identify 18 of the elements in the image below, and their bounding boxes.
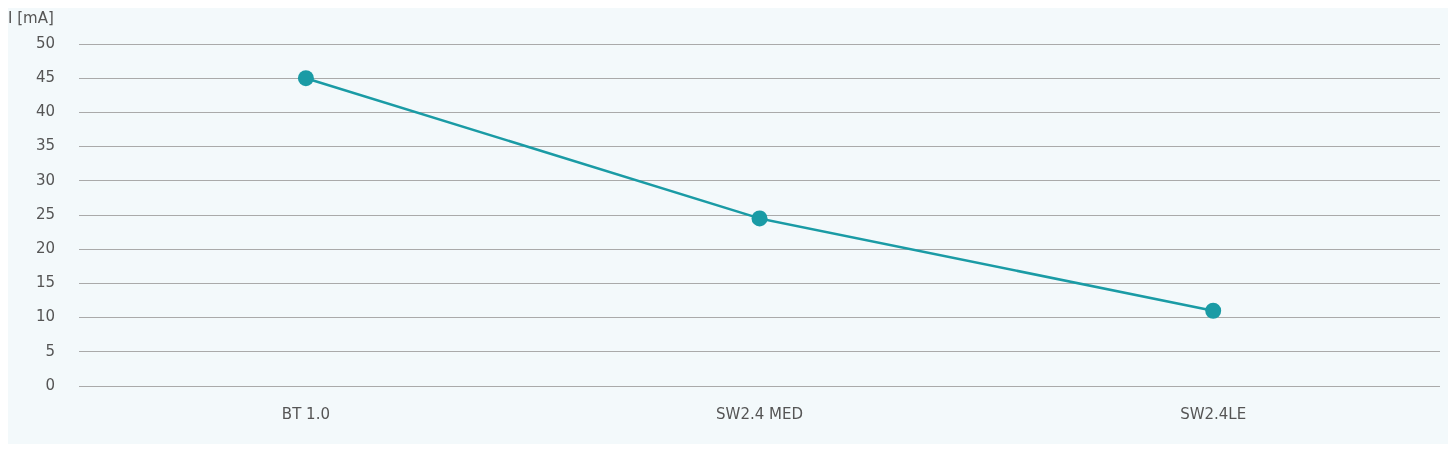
point — [1205, 302, 1222, 319]
y-tick-label: 30 — [35, 170, 56, 189]
x-tick-label: SW2.4 MED — [716, 404, 804, 423]
y-tick-label: 0 — [45, 375, 56, 394]
x-tick-label: BT 1.0 — [281, 404, 330, 423]
x-tick-label: SW2.4LE — [1180, 404, 1247, 423]
y-tick-label: 10 — [35, 307, 56, 326]
y-tick-label: 25 — [35, 204, 56, 223]
y-axis-title: I [mA] — [8, 9, 54, 28]
y-tick-label: 50 — [35, 33, 56, 52]
y-tick-label: 40 — [35, 102, 56, 121]
y-tick-label: 20 — [35, 239, 56, 258]
y-tick-label: 35 — [35, 136, 56, 155]
y-tick-label: 5 — [45, 341, 56, 360]
y-tick-label: 15 — [35, 273, 56, 292]
point — [751, 210, 768, 227]
y-tick-label: 45 — [35, 68, 56, 87]
point — [297, 70, 314, 87]
